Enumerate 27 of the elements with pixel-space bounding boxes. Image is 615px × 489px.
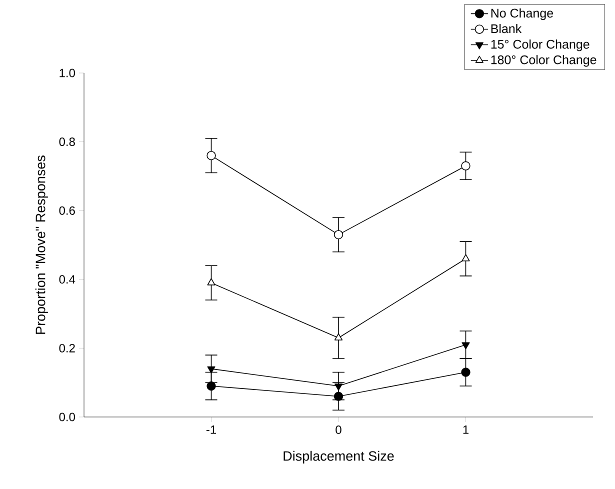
point [334,333,343,340]
legend-label: 180° Color Change [491,55,596,67]
x-tick-label: 1 [463,426,468,434]
y-tick-label: 0.8 [59,138,75,146]
point [334,392,344,401]
y-tick-label: 1.0 [60,68,76,78]
y-tick-label: 0.4 [59,275,76,284]
point [206,150,216,160]
point [334,230,344,240]
x-tick-label: -1 [206,426,216,434]
point [462,254,470,262]
point [207,366,216,374]
point [462,342,470,350]
y-tick-label: 0.0 [59,412,76,422]
y-tick-label: 0.2 [59,344,75,352]
y-axis-title: Proportion "Move" Responses [35,156,48,334]
legend-label: Blank [491,24,522,34]
y-tick-label: 0.6 [59,206,75,215]
point [206,381,216,391]
legend-label: 15° Color Change [491,40,590,52]
x-axis-title: Displacement Size [284,450,394,464]
point [207,278,216,286]
point [461,161,470,170]
x-tick-label: 0 [336,426,342,434]
point [334,384,343,391]
legend-label: No Change [491,8,554,20]
point [461,368,470,377]
